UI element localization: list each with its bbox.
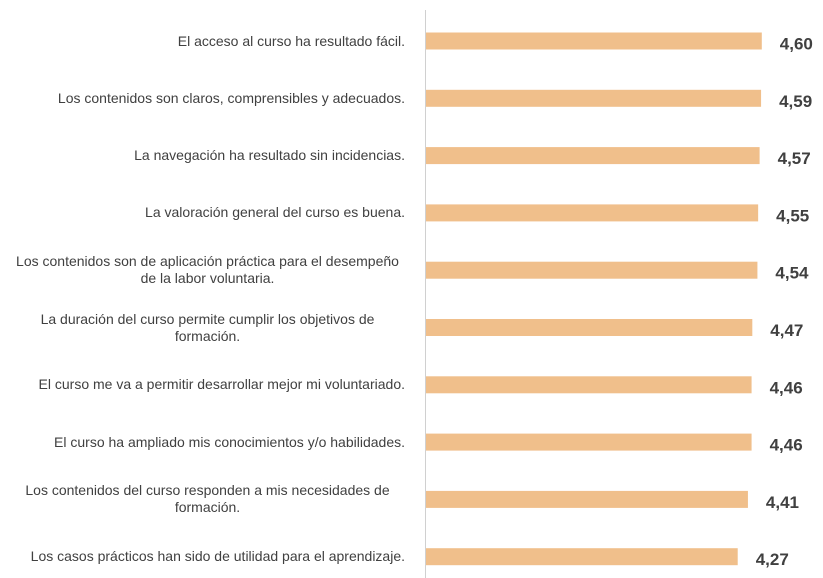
value-label: 4,59 bbox=[779, 92, 812, 111]
category-label: Los casos prácticos han sido de utilidad… bbox=[30, 548, 405, 565]
bar bbox=[426, 204, 759, 222]
bar bbox=[426, 89, 762, 107]
category-label: La navegación ha resultado sin incidenci… bbox=[134, 147, 405, 164]
category-label-box: El curso ha ampliado mis conocimientos y… bbox=[0, 417, 405, 467]
value-label: 4,41 bbox=[766, 493, 799, 512]
category-label-box: El acceso al curso ha resultado fácil. bbox=[0, 16, 405, 66]
category-label-box: La duración del curso permite cumplir lo… bbox=[0, 303, 405, 353]
value-label: 4,60 bbox=[780, 34, 813, 53]
bar bbox=[426, 376, 752, 394]
category-label: El acceso al curso ha resultado fácil. bbox=[177, 32, 405, 49]
value-label: 4,46 bbox=[770, 436, 803, 455]
category-label-box: Los contenidos del curso responden a mis… bbox=[0, 474, 405, 524]
bar bbox=[426, 319, 753, 336]
bar bbox=[426, 490, 748, 508]
bar bbox=[426, 548, 738, 566]
value-label: 4,55 bbox=[776, 206, 809, 225]
bar bbox=[426, 261, 758, 279]
category-label-box: Los casos prácticos han sido de utilidad… bbox=[0, 532, 405, 578]
category-label: Los contenidos del curso responden a mis… bbox=[25, 482, 390, 516]
bar bbox=[426, 147, 760, 165]
value-label: 4,27 bbox=[756, 550, 789, 569]
category-label-box: El curso me va a permitir desarrollar me… bbox=[0, 360, 405, 410]
bar bbox=[426, 433, 752, 451]
category-label-box: Los contenidos son claros, comprensibles… bbox=[0, 73, 405, 123]
value-label: 4,57 bbox=[778, 149, 811, 168]
category-label: Los contenidos son claros, comprensibles… bbox=[57, 89, 405, 106]
category-label: Los contenidos son de aplicación práctic… bbox=[16, 253, 399, 287]
category-label: La duración del curso permite cumplir lo… bbox=[40, 310, 375, 344]
category-label-box: La navegación ha resultado sin incidenci… bbox=[0, 131, 405, 181]
category-label-box: La valoración general del curso es buena… bbox=[0, 188, 405, 238]
category-label-box: Los contenidos son de aplicación práctic… bbox=[0, 245, 405, 295]
bar bbox=[426, 32, 762, 50]
value-label: 4,47 bbox=[770, 321, 803, 340]
category-label: El curso ha ampliado mis conocimientos y… bbox=[54, 433, 405, 450]
value-label: 4,46 bbox=[770, 378, 803, 397]
value-label: 4,54 bbox=[775, 264, 809, 283]
category-label: La valoración general del curso es buena… bbox=[145, 204, 405, 221]
category-label: El curso me va a permitir desarrollar me… bbox=[38, 376, 405, 393]
